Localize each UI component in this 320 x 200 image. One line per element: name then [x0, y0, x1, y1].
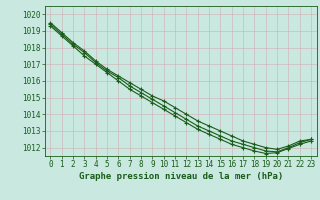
X-axis label: Graphe pression niveau de la mer (hPa): Graphe pression niveau de la mer (hPa) [79, 172, 283, 181]
